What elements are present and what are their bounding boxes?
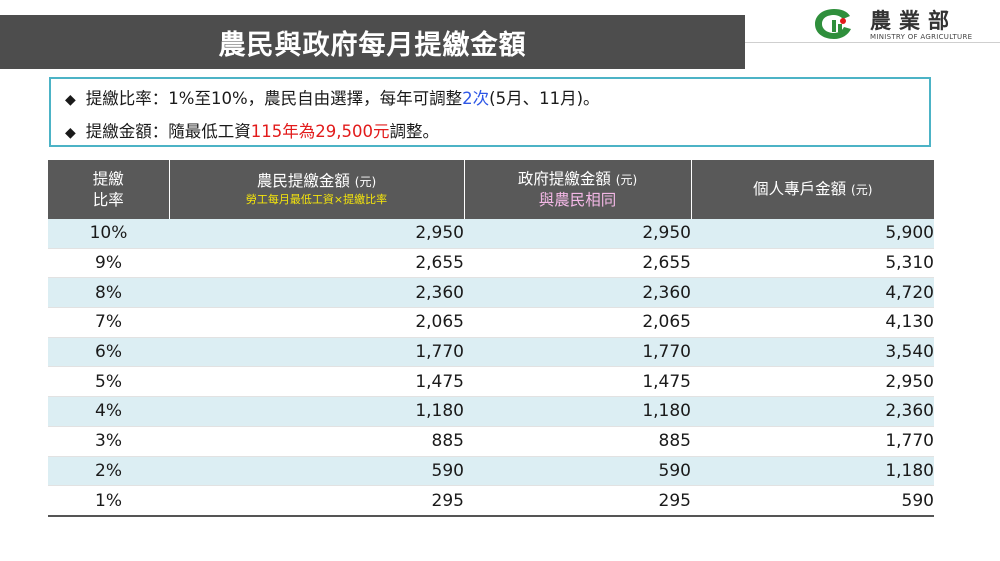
farmer-amount-cell: 1,770 — [169, 337, 464, 368]
header-rate: 提繳 比率 — [48, 160, 170, 219]
table-row: 7% 2,065 2,065 4,130 — [48, 307, 934, 338]
account-amount-cell: 4,130 — [691, 307, 934, 338]
table-row: 9% 2,655 2,655 5,310 — [48, 248, 934, 279]
account-amount-cell: 3,540 — [691, 337, 934, 368]
rate-cell: 3% — [48, 426, 169, 457]
farmer-amount-cell: 2,655 — [169, 248, 464, 279]
header-government: 政府提繳金額 (元) 與農民相同 — [464, 160, 692, 219]
page-title: 農民與政府每月提繳金額 — [218, 29, 527, 61]
logo-chinese-name: 農業部 — [870, 8, 957, 33]
diamond-bullet-icon: ◆ — [65, 125, 76, 141]
rate-cell: 9% — [48, 248, 169, 279]
government-amount-cell: 1,770 — [464, 337, 691, 368]
rate-cell: 7% — [48, 307, 169, 338]
government-amount-cell: 590 — [464, 456, 691, 487]
rate-cell: 4% — [48, 396, 169, 427]
table-row: 2% 590 590 1,180 — [48, 456, 934, 487]
table-row: 1% 295 295 590 — [48, 485, 934, 517]
header-account: 個人專戶金額 (元) — [691, 160, 934, 219]
rate-cell: 5% — [48, 366, 169, 398]
logo-english-name: MINISTRY OF AGRICULTURE — [870, 33, 973, 41]
info-rate-text: 提繳比率：1%至10%，農民自由選擇，每年可調整 — [85, 89, 463, 108]
table-row: 4% 1,180 1,180 2,360 — [48, 396, 934, 427]
diamond-bullet-icon: ◆ — [65, 92, 76, 108]
government-amount-cell: 2,655 — [464, 248, 691, 279]
rate-cell: 10% — [48, 219, 169, 249]
account-amount-cell: 590 — [691, 485, 934, 517]
government-amount-cell: 2,950 — [464, 219, 691, 249]
rate-cell: 2% — [48, 456, 169, 487]
rate-cell: 1% — [48, 485, 169, 517]
farmer-amount-cell: 1,180 — [169, 396, 464, 427]
account-amount-cell: 1,770 — [691, 426, 934, 457]
account-amount-cell: 5,900 — [691, 219, 934, 249]
farmer-amount-cell: 2,360 — [169, 277, 464, 309]
info-amount-suffix: 調整。 — [389, 122, 440, 141]
farmer-amount-cell: 2,950 — [169, 219, 464, 249]
government-amount-cell: 1,180 — [464, 396, 691, 427]
government-amount-cell: 2,360 — [464, 277, 691, 309]
info-line-amount: ◆ 提繳金額：隨最低工資115年為29,500元調整。 — [65, 118, 439, 142]
account-amount-cell: 4,720 — [691, 277, 934, 309]
farmer-amount-cell: 885 — [169, 426, 464, 457]
table-row: 5% 1,475 1,475 2,950 — [48, 366, 934, 398]
info-amount-highlight: 115年為29,500元 — [250, 122, 390, 141]
table-row: 6% 1,770 1,770 3,540 — [48, 337, 934, 368]
table-row: 10% 2,950 2,950 5,900 — [48, 219, 934, 249]
title-divider — [745, 42, 1000, 43]
info-rate-highlight: 2次 — [462, 89, 490, 108]
ministry-emblem-icon — [815, 9, 851, 39]
account-amount-cell: 1,180 — [691, 456, 934, 487]
farmer-amount-cell: 2,065 — [169, 307, 464, 338]
contribution-table: 提繳 比率 農民提繳金額 (元) 勞工每月最低工資×提繳比率 政府提繳金額 (元… — [48, 160, 934, 517]
rate-cell: 6% — [48, 337, 169, 368]
info-rate-suffix: (5月、11月)。 — [489, 89, 600, 108]
farmer-amount-cell: 1,475 — [169, 366, 464, 398]
government-amount-cell: 1,475 — [464, 366, 691, 398]
account-amount-cell: 2,950 — [691, 366, 934, 398]
header-farmer: 農民提繳金額 (元) 勞工每月最低工資×提繳比率 — [169, 160, 465, 219]
account-amount-cell: 5,310 — [691, 248, 934, 279]
info-box: ◆ 提繳比率：1%至10%，農民自由選擇，每年可調整2次(5月、11月)。 ◆ 提繳… — [49, 77, 931, 147]
account-amount-cell: 2,360 — [691, 396, 934, 427]
rate-cell: 8% — [48, 277, 169, 309]
header-farmer-formula: 勞工每月最低工資×提繳比率 — [245, 193, 388, 207]
government-amount-cell: 885 — [464, 426, 691, 457]
farmer-amount-cell: 590 — [169, 456, 464, 487]
info-line-rate: ◆ 提繳比率：1%至10%，農民自由選擇，每年可調整2次(5月、11月)。 — [65, 85, 600, 109]
table-header-row: 提繳 比率 農民提繳金額 (元) 勞工每月最低工資×提繳比率 政府提繳金額 (元… — [48, 160, 934, 219]
header-government-note: 與農民相同 — [538, 190, 617, 209]
ministry-logo: 農業部 MINISTRY OF AGRICULTURE — [812, 4, 992, 44]
farmer-amount-cell: 295 — [169, 485, 464, 517]
government-amount-cell: 295 — [464, 485, 691, 517]
title-bar: 農民與政府每月提繳金額 — [0, 15, 745, 69]
table-row: 8% 2,360 2,360 4,720 — [48, 277, 934, 309]
government-amount-cell: 2,065 — [464, 307, 691, 338]
info-amount-text: 提繳金額：隨最低工資 — [85, 122, 251, 141]
table-row: 3% 885 885 1,770 — [48, 426, 934, 457]
